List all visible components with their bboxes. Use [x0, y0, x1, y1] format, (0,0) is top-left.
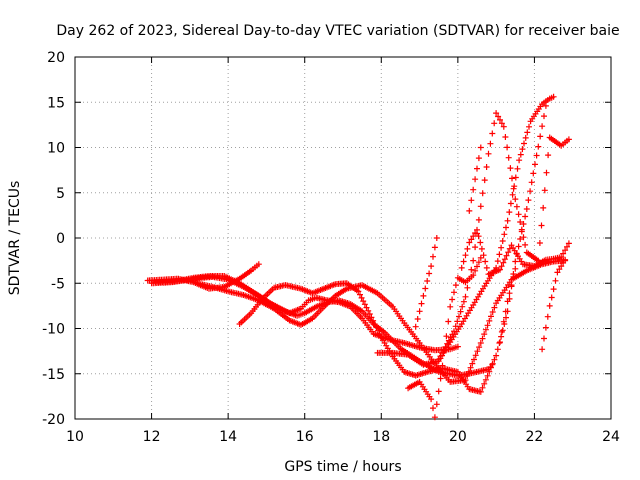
- series-track-10: [458, 226, 572, 278]
- y-tick-label: 0: [56, 231, 65, 247]
- y-tick-label: -15: [42, 367, 65, 383]
- series-markers: [458, 226, 572, 278]
- series-markers: [374, 93, 557, 368]
- y-tick-label: -5: [51, 276, 65, 292]
- series-track-8: [412, 235, 440, 330]
- y-axis-label: SDTVAR / TECUs: [7, 181, 23, 296]
- series-markers: [466, 144, 484, 214]
- series-markers: [412, 235, 440, 330]
- series-track-12: [497, 265, 519, 346]
- data-marks: [144, 93, 572, 421]
- series-track-7: [405, 254, 484, 421]
- x-tick-label: 18: [372, 429, 390, 445]
- axis-ticks: 10 12 14 16 18 20 22 24 -20 -15 -10 -5 0 5 10 15 20: [42, 50, 620, 445]
- series-markers: [497, 265, 519, 346]
- x-tick-label: 16: [296, 429, 314, 445]
- series-track-13: [539, 256, 569, 353]
- x-tick-label: 10: [66, 429, 84, 445]
- series-markers: [194, 257, 569, 385]
- chart-title: Day 262 of 2023, Sidereal Day-to-day VTE…: [56, 23, 619, 39]
- x-tick-label: 22: [526, 429, 544, 445]
- series-track-6: [374, 93, 557, 368]
- series-track-11: [466, 144, 484, 214]
- y-tick-label: 10: [47, 141, 65, 157]
- y-tick-label: 20: [47, 50, 65, 66]
- series-track-4: [194, 257, 569, 385]
- y-tick-label: 15: [47, 95, 65, 111]
- series-markers: [405, 254, 484, 421]
- y-tick-label: -10: [42, 322, 65, 338]
- y-tick-label: -20: [42, 412, 65, 428]
- y-tick-label: 5: [56, 186, 65, 202]
- x-tick-label: 20: [449, 429, 467, 445]
- x-axis-label: GPS time / hours: [284, 459, 401, 475]
- series-track-9: [435, 110, 572, 363]
- series-markers: [539, 256, 569, 353]
- series-markers: [435, 110, 572, 363]
- grid-lines: [75, 57, 611, 419]
- x-tick-label: 12: [143, 429, 161, 445]
- x-tick-label: 24: [602, 429, 620, 445]
- x-tick-label: 14: [219, 429, 237, 445]
